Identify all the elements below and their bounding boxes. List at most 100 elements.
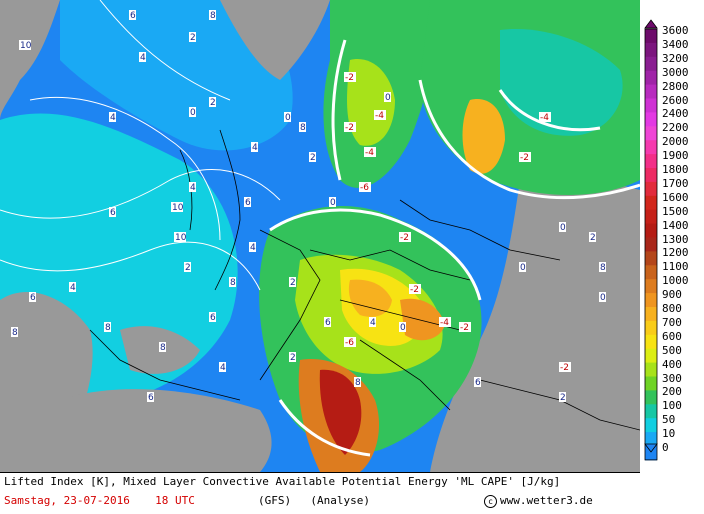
legend-swatch <box>645 223 657 238</box>
copyright-icon: c <box>484 495 497 508</box>
li-label: -4 <box>375 111 384 121</box>
li-label: 8 <box>160 343 166 353</box>
balkan-cape-orange <box>400 298 445 341</box>
russia-cape-orange <box>462 99 505 174</box>
legend-swatch <box>645 154 657 169</box>
li-label-bg <box>309 152 316 162</box>
li-label: 8 <box>105 323 111 333</box>
li-label: 0 <box>400 323 406 333</box>
li-label-bg <box>299 122 306 132</box>
li-label-bg <box>11 327 18 337</box>
legend-swatch <box>645 70 657 86</box>
russia-cape-teal <box>500 29 623 136</box>
li-label: 4 <box>70 283 76 293</box>
legend-swatch <box>645 404 657 419</box>
li-label-bg <box>589 232 596 242</box>
legend-swatch <box>645 446 657 461</box>
legend-label: 1300 <box>662 232 689 246</box>
contour-line <box>0 169 281 219</box>
coastline-iberia <box>89 329 241 401</box>
cape-map-svg: 10 6 8 2 4 0 -2 -4 -6 8 6 4 2 0 -2 -4 10 6 8 4 2 0 -2 6 8 4 2 0 -2 10… <box>0 0 640 472</box>
legend-swatch <box>645 112 657 127</box>
li-label-bg <box>364 147 376 157</box>
li-label: 0 <box>190 108 196 118</box>
li-label: -6 <box>360 183 369 193</box>
li-label: -2 <box>520 153 529 163</box>
cape-map: 10 6 8 2 4 0 -2 -4 -6 8 6 4 2 0 -2 -4 10 6 8 4 2 0 -2 6 8 4 2 0 -2 10… <box>0 0 640 472</box>
credit-link[interactable]: www.wetter3.de <box>500 494 593 507</box>
legend-label: 2800 <box>662 79 689 93</box>
li-label-bg <box>171 202 183 212</box>
li-label-bg <box>539 112 551 122</box>
li-label: 6 <box>110 208 116 218</box>
legend-label: 0 <box>662 441 669 454</box>
scandinavia-cape-lime <box>347 59 395 146</box>
chart-credit[interactable]: c www.wetter3.de <box>484 494 593 508</box>
legend-swatch <box>645 334 657 350</box>
legend-label: 3600 <box>662 24 689 37</box>
li-label-bg <box>369 317 376 327</box>
legend-swatch <box>645 237 657 252</box>
li-label-bg <box>139 52 146 62</box>
legend-swatch <box>645 126 657 141</box>
li-label: -4 <box>440 318 449 328</box>
li-label-bg <box>209 312 216 322</box>
lifted-index-labels: 10 6 8 2 4 0 -2 -4 -6 8 6 4 2 0 -2 -4 10 6 8 4 2 0 -2 6 8 4 2 0 -2 10… <box>11 10 606 403</box>
li-label: 2 <box>290 278 296 288</box>
north-atlantic-zone <box>60 0 293 151</box>
legend-label: 2000 <box>662 135 689 149</box>
li-label-bg <box>344 72 356 82</box>
li-label: 4 <box>220 363 226 373</box>
chart-title: Lifted Index [K], Mixed Layer Convective… <box>4 475 561 488</box>
li-label-bg <box>559 222 566 232</box>
legend-label: 1200 <box>662 246 689 260</box>
li-label: 2 <box>210 98 216 108</box>
legend-swatch <box>645 348 657 364</box>
li-label: 0 <box>600 293 606 303</box>
li-label: 4 <box>250 243 256 253</box>
europe-cape-orange <box>348 279 392 317</box>
contour-line <box>99 0 231 101</box>
li-label-bg <box>399 232 411 242</box>
color-legend: 3600 3400 3200 3000 2800 2600 2400 2200 2000 1900… <box>640 0 704 472</box>
legend-label: 1100 <box>662 260 689 274</box>
li-label-bg <box>324 317 331 327</box>
li-label-bg <box>354 377 361 387</box>
li-label: 6 <box>30 293 36 303</box>
chart-footer: Lifted Index [K], Mixed Layer Convective… <box>0 472 640 514</box>
legend-label: 900 <box>662 288 682 302</box>
li-label: -4 <box>365 148 374 158</box>
li-label-bg <box>19 40 31 50</box>
li-label-bg <box>184 262 191 272</box>
li-label-bg <box>374 110 386 120</box>
legend-swatch <box>645 42 657 58</box>
li-label-bg <box>29 292 36 302</box>
li-label-bg <box>219 362 226 372</box>
chart-date: Samstag, 23-07-2016 <box>4 494 130 507</box>
legend-swatch <box>645 432 657 447</box>
zero-contour-thick <box>418 79 640 200</box>
li-label-bg <box>209 97 216 107</box>
contour-line <box>0 241 261 291</box>
li-label: 6 <box>475 378 481 388</box>
legend-label: 400 <box>662 357 682 371</box>
li-label: 4 <box>252 143 258 153</box>
legend-label: 3200 <box>662 51 689 65</box>
legend-swatch <box>645 251 657 266</box>
legend-swatch <box>645 168 657 183</box>
legend-label: 300 <box>662 371 682 385</box>
li-label: 10 <box>20 41 32 51</box>
li-label: 8 <box>600 263 606 273</box>
li-label-bg <box>384 92 391 102</box>
li-label: 8 <box>210 11 216 21</box>
legend-label: 1500 <box>662 204 689 218</box>
li-label: 0 <box>330 198 336 208</box>
legend-label: 200 <box>662 385 682 399</box>
li-label-bg <box>174 232 186 242</box>
li-label: 0 <box>285 113 291 123</box>
li-label-bg <box>159 342 166 352</box>
li-label: 2 <box>185 263 191 273</box>
li-label: 6 <box>210 313 216 323</box>
legend-label: 2200 <box>662 121 689 135</box>
